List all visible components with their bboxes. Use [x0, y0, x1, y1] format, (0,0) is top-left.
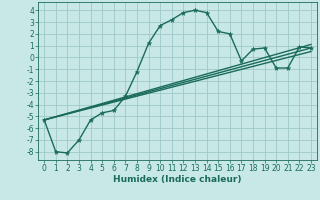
X-axis label: Humidex (Indice chaleur): Humidex (Indice chaleur): [113, 175, 242, 184]
